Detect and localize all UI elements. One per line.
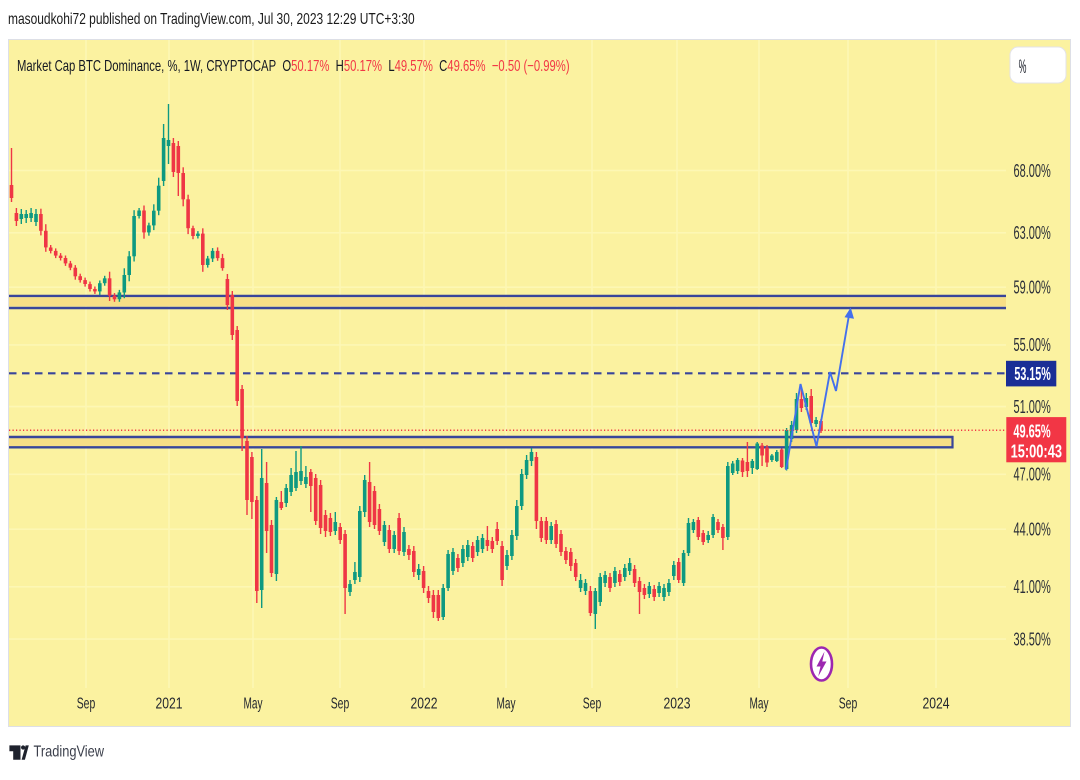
svg-text:53.15%: 53.15% (1014, 364, 1050, 384)
svg-text:2024: 2024 (923, 696, 950, 713)
svg-text:2021: 2021 (156, 696, 183, 713)
svg-text:May: May (497, 696, 516, 713)
svg-text:68.00%: 68.00% (1014, 161, 1051, 181)
svg-text:Sep: Sep (583, 696, 602, 713)
svg-text:15:00:43: 15:00:43 (1011, 442, 1062, 462)
svg-text:47.00%: 47.00% (1014, 465, 1051, 485)
svg-text:Sep: Sep (839, 696, 858, 713)
svg-text:May: May (244, 696, 263, 713)
svg-text:63.00%: 63.00% (1014, 223, 1051, 243)
svg-text:51.00%: 51.00% (1014, 397, 1051, 417)
svg-text:59.00%: 59.00% (1014, 278, 1051, 298)
svg-text:55.00%: 55.00% (1014, 335, 1051, 355)
svg-text:38.50%: 38.50% (1014, 629, 1051, 649)
svg-text:Sep: Sep (77, 696, 96, 713)
svg-text:41.00%: 41.00% (1014, 577, 1051, 597)
svg-text:2023: 2023 (664, 696, 691, 713)
svg-text:May: May (750, 696, 769, 713)
svg-text:TradingView: TradingView (34, 744, 105, 761)
svg-text:44.00%: 44.00% (1014, 520, 1051, 540)
svg-text:%: % (1019, 57, 1027, 78)
svg-text:Sep: Sep (331, 696, 350, 713)
svg-text:49.65%: 49.65% (1013, 421, 1050, 441)
svg-text:2022: 2022 (411, 696, 438, 713)
